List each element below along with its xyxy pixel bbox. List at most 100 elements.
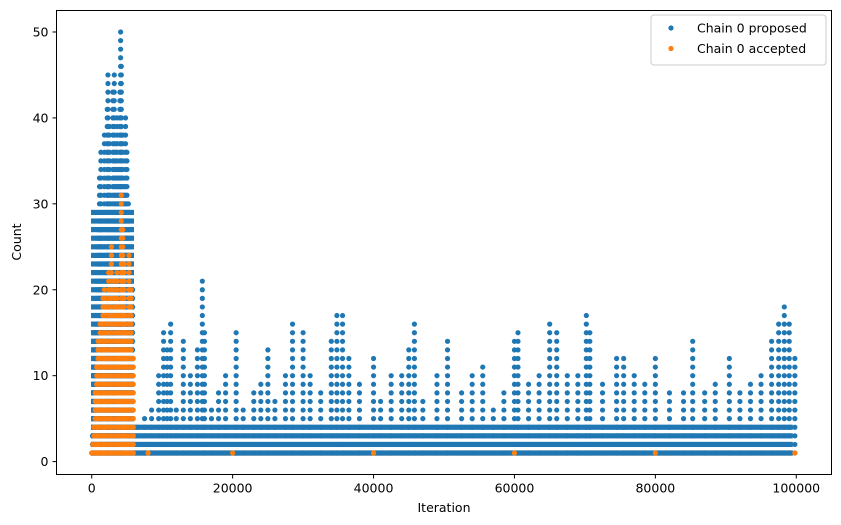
proposed-point — [737, 407, 743, 413]
proposed-point — [769, 398, 775, 405]
accepted-point — [652, 450, 658, 456]
proposed-point — [769, 424, 775, 430]
proposed-point — [180, 424, 186, 430]
proposed-point — [786, 450, 792, 456]
proposed-point — [769, 338, 775, 344]
proposed-point — [614, 364, 620, 370]
proposed-point — [621, 441, 627, 448]
proposed-point — [587, 433, 593, 439]
proposed-point — [599, 407, 606, 413]
proposed-point — [282, 441, 289, 448]
proposed-point — [554, 407, 560, 413]
proposed-point — [201, 398, 208, 405]
proposed-point — [388, 381, 394, 387]
proposed-point — [547, 424, 553, 430]
proposed-point — [536, 424, 542, 430]
x-axis-title: Iteration — [417, 500, 470, 515]
proposed-point — [187, 381, 193, 387]
accepted-point — [118, 209, 124, 216]
proposed-point — [747, 390, 754, 396]
proposed-point — [547, 321, 553, 327]
proposed-point — [187, 373, 193, 379]
proposed-point — [406, 398, 412, 405]
proposed-point — [554, 338, 560, 344]
proposed-point — [781, 338, 787, 344]
proposed-point — [168, 373, 174, 379]
proposed-point — [411, 441, 418, 448]
legend: Chain 0 proposed Chain 0 accepted — [650, 14, 827, 66]
proposed-point — [328, 416, 334, 422]
proposed-point — [434, 424, 440, 430]
accepted-point — [128, 312, 134, 319]
proposed-point — [480, 441, 486, 448]
proposed-point — [690, 338, 696, 344]
proposed-point — [265, 347, 271, 353]
proposed-point — [201, 347, 208, 353]
proposed-point — [118, 123, 124, 130]
proposed-point — [536, 390, 542, 396]
proposed-point — [614, 381, 620, 387]
proposed-point — [222, 416, 229, 422]
proposed-point — [652, 381, 658, 387]
accepted-point — [130, 450, 136, 456]
proposed-point — [776, 441, 782, 448]
proposed-point — [300, 364, 306, 370]
proposed-point — [233, 390, 239, 396]
proposed-point — [781, 347, 787, 353]
proposed-point — [356, 407, 363, 413]
proposed-point — [786, 373, 792, 379]
proposed-point — [712, 398, 718, 405]
proposed-point — [346, 364, 352, 370]
proposed-point — [490, 441, 496, 448]
proposed-point — [122, 115, 129, 121]
proposed-point — [490, 433, 496, 439]
proposed-point — [781, 407, 787, 413]
proposed-point — [370, 373, 377, 379]
proposed-point — [233, 424, 239, 430]
proposed-point — [300, 338, 306, 344]
proposed-point — [792, 373, 798, 379]
proposed-point — [642, 390, 648, 396]
proposed-point — [251, 433, 257, 439]
proposed-point — [156, 424, 162, 430]
proposed-point — [501, 407, 507, 413]
proposed-point — [575, 381, 581, 387]
proposed-point — [187, 441, 193, 448]
proposed-point — [307, 441, 313, 448]
proposed-point — [370, 355, 377, 362]
proposed-point — [194, 433, 201, 439]
proposed-point — [377, 450, 384, 456]
accepted-point — [121, 304, 127, 310]
proposed-point — [575, 441, 581, 448]
accepted-point — [126, 252, 132, 258]
proposed-point — [346, 398, 352, 405]
proposed-point — [554, 398, 560, 405]
proposed-point — [399, 441, 405, 448]
proposed-point — [420, 398, 426, 405]
proposed-point — [406, 364, 412, 370]
proposed-point — [201, 390, 208, 396]
proposed-point — [786, 398, 792, 405]
proposed-point — [215, 407, 222, 413]
proposed-point — [406, 450, 412, 456]
proposed-point — [258, 416, 264, 422]
proposed-point — [547, 407, 553, 413]
proposed-point — [680, 424, 687, 430]
proposed-point — [792, 416, 798, 422]
proposed-point — [156, 441, 162, 448]
proposed-point — [666, 398, 673, 405]
proposed-point — [587, 390, 593, 396]
accepted-point — [130, 373, 136, 379]
proposed-point — [444, 373, 451, 379]
proposed-point — [233, 355, 239, 362]
proposed-point — [515, 338, 521, 344]
proposed-point — [118, 80, 124, 87]
proposed-point — [149, 441, 155, 448]
proposed-point — [587, 355, 593, 362]
accepted-point — [120, 235, 126, 241]
proposed-point — [318, 416, 324, 422]
proposed-point — [388, 373, 394, 379]
proposed-point — [747, 398, 754, 405]
proposed-point — [702, 433, 708, 439]
proposed-point — [201, 364, 208, 370]
